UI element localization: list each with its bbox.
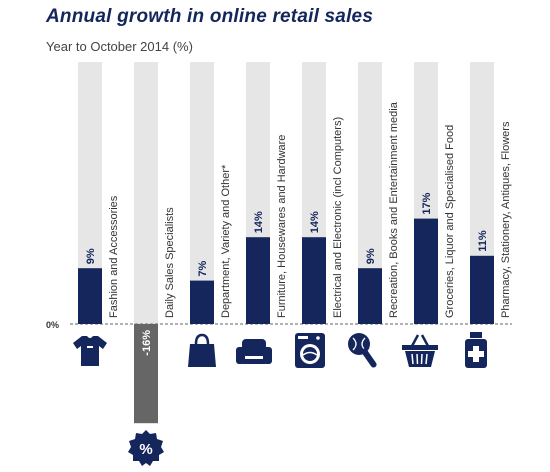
svg-text:%: %: [139, 441, 152, 458]
category-label: Recreation, Books and Entertainment medi…: [388, 101, 400, 318]
bar-value-label: 14%: [309, 211, 321, 233]
category-label: Department, Variety and Other*: [220, 164, 232, 318]
bar-value-label: 9%: [85, 248, 97, 264]
basket-icon: [400, 330, 440, 370]
bar: [470, 255, 494, 324]
bar-value-label: 7%: [197, 260, 209, 276]
bar: [134, 324, 158, 424]
category-label: Daily Sales Specialists: [164, 207, 176, 318]
bar-track: [134, 62, 158, 324]
bar: [190, 280, 214, 324]
washing-machine-icon: [290, 330, 330, 370]
bar: [414, 218, 438, 324]
bar-value-label: 11%: [477, 230, 489, 252]
ball-and-bat-icon: [344, 330, 384, 370]
bar: [358, 268, 382, 324]
chart-subtitle: Year to October 2014 (%): [46, 39, 193, 54]
chart-title: Annual growth in online retail sales: [46, 6, 374, 27]
bar-value-label: 9%: [365, 248, 377, 264]
zero-axis-label: 0%: [46, 320, 59, 330]
bar-track: [190, 62, 214, 324]
category-label: Fashion and Accessories: [108, 195, 120, 318]
bar-value-label: 14%: [253, 211, 265, 233]
medicine-bottle-icon: [456, 330, 496, 370]
percent-badge-icon: %: [126, 428, 166, 468]
shopping-bag-icon: [182, 330, 222, 370]
armchair-icon: [234, 330, 274, 370]
bar-value-label: 17%: [421, 192, 433, 214]
bar: [78, 268, 102, 324]
bar: [302, 237, 326, 324]
category-label: Pharmacy, Stationery, Antiques, Flowers: [500, 121, 512, 318]
bar-value-label: -16%: [141, 330, 153, 356]
category-label: Groceries, Liquor and Specialised Food: [444, 125, 456, 318]
category-label: Furniture, Housewares and Hardware: [276, 135, 288, 318]
category-label: Electrical and Electronic (incl Computer…: [332, 117, 344, 318]
bar: [246, 237, 270, 324]
shirt-icon: [70, 330, 110, 370]
